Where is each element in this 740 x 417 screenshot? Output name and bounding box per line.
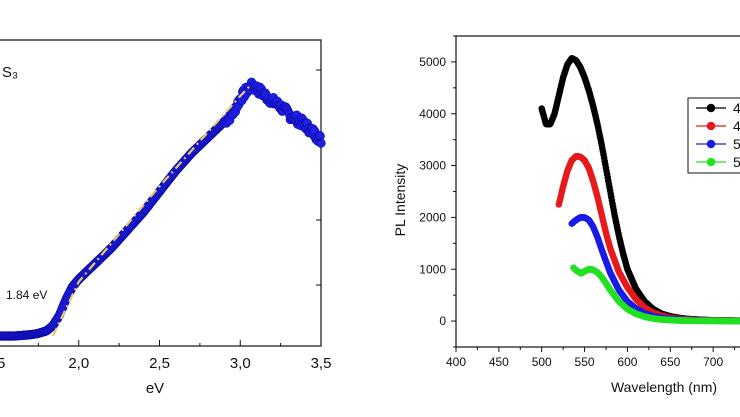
bandgap-annotation: 1.84 eV: [6, 288, 47, 302]
right-y-tick-label: 5000: [419, 55, 446, 69]
left-fit-line: [51, 84, 251, 337]
right-x-tick-label: 500: [532, 355, 552, 369]
legend-marker: [706, 139, 716, 149]
legend-label: 5: [733, 136, 740, 152]
left-marks: [0, 77, 326, 341]
left-panel: 2,0 2,5 3,0 3,5 5 eV S₃ 1.84 eV: [0, 39, 332, 397]
right-y-axis-label: PL Intensity: [392, 164, 408, 237]
left-data-point: [316, 138, 326, 148]
right-y-tick-label: 4000: [419, 107, 446, 121]
legend-marker: [706, 103, 716, 113]
right-x-ticks: 400 450 500 550 600 650 700: [446, 347, 736, 369]
right-x-tick-label: 600: [617, 355, 637, 369]
right-y-tick-label: 2000: [419, 210, 446, 224]
right-x-tick-label: 400: [446, 355, 466, 369]
right-x-tick-label: 650: [660, 355, 680, 369]
right-y-tick-label: 1000: [419, 262, 446, 276]
legend-marker: [706, 157, 716, 167]
left-x-tick-label: 3,0: [230, 355, 251, 372]
right-y-tick-label: 3000: [419, 159, 446, 173]
right-marks: [538, 54, 740, 325]
right-y-tick-label: 0: [439, 314, 446, 328]
compound-formula-annotation: S₃: [2, 64, 18, 81]
left-x-tick-label: 2,0: [68, 355, 89, 372]
right-series-3: [570, 264, 740, 325]
right-series-0: [538, 54, 740, 325]
legend-label: 4: [733, 100, 740, 116]
left-x-tick-label: 3,5: [311, 355, 332, 372]
right-x-tick-label: 550: [575, 355, 595, 369]
legend: 4 4 5 5: [687, 97, 740, 174]
right-series-1: [555, 152, 740, 325]
left-x-ticks: 2,0 2,5 3,0 3,5: [37, 69, 332, 372]
left-x-tick-label: 2,5: [149, 355, 170, 372]
legend-marker: [706, 121, 716, 131]
right-y-ticks: 0 1000 2000 3000 4000 5000: [419, 35, 456, 348]
legend-label: 4: [733, 118, 740, 134]
right-x-axis-label: Wavelength (nm): [611, 379, 717, 395]
left-x-tick-label-edge: 5: [0, 355, 5, 372]
right-x-tick-label: 700: [703, 355, 723, 369]
right-x-tick-label: 450: [489, 355, 509, 369]
legend-label: 5: [733, 154, 740, 170]
right-panel: 400 450 500 550 600 650 700 0 1000 2000 3000 4000 5…: [392, 35, 740, 395]
left-x-axis-label: eV: [146, 380, 164, 397]
